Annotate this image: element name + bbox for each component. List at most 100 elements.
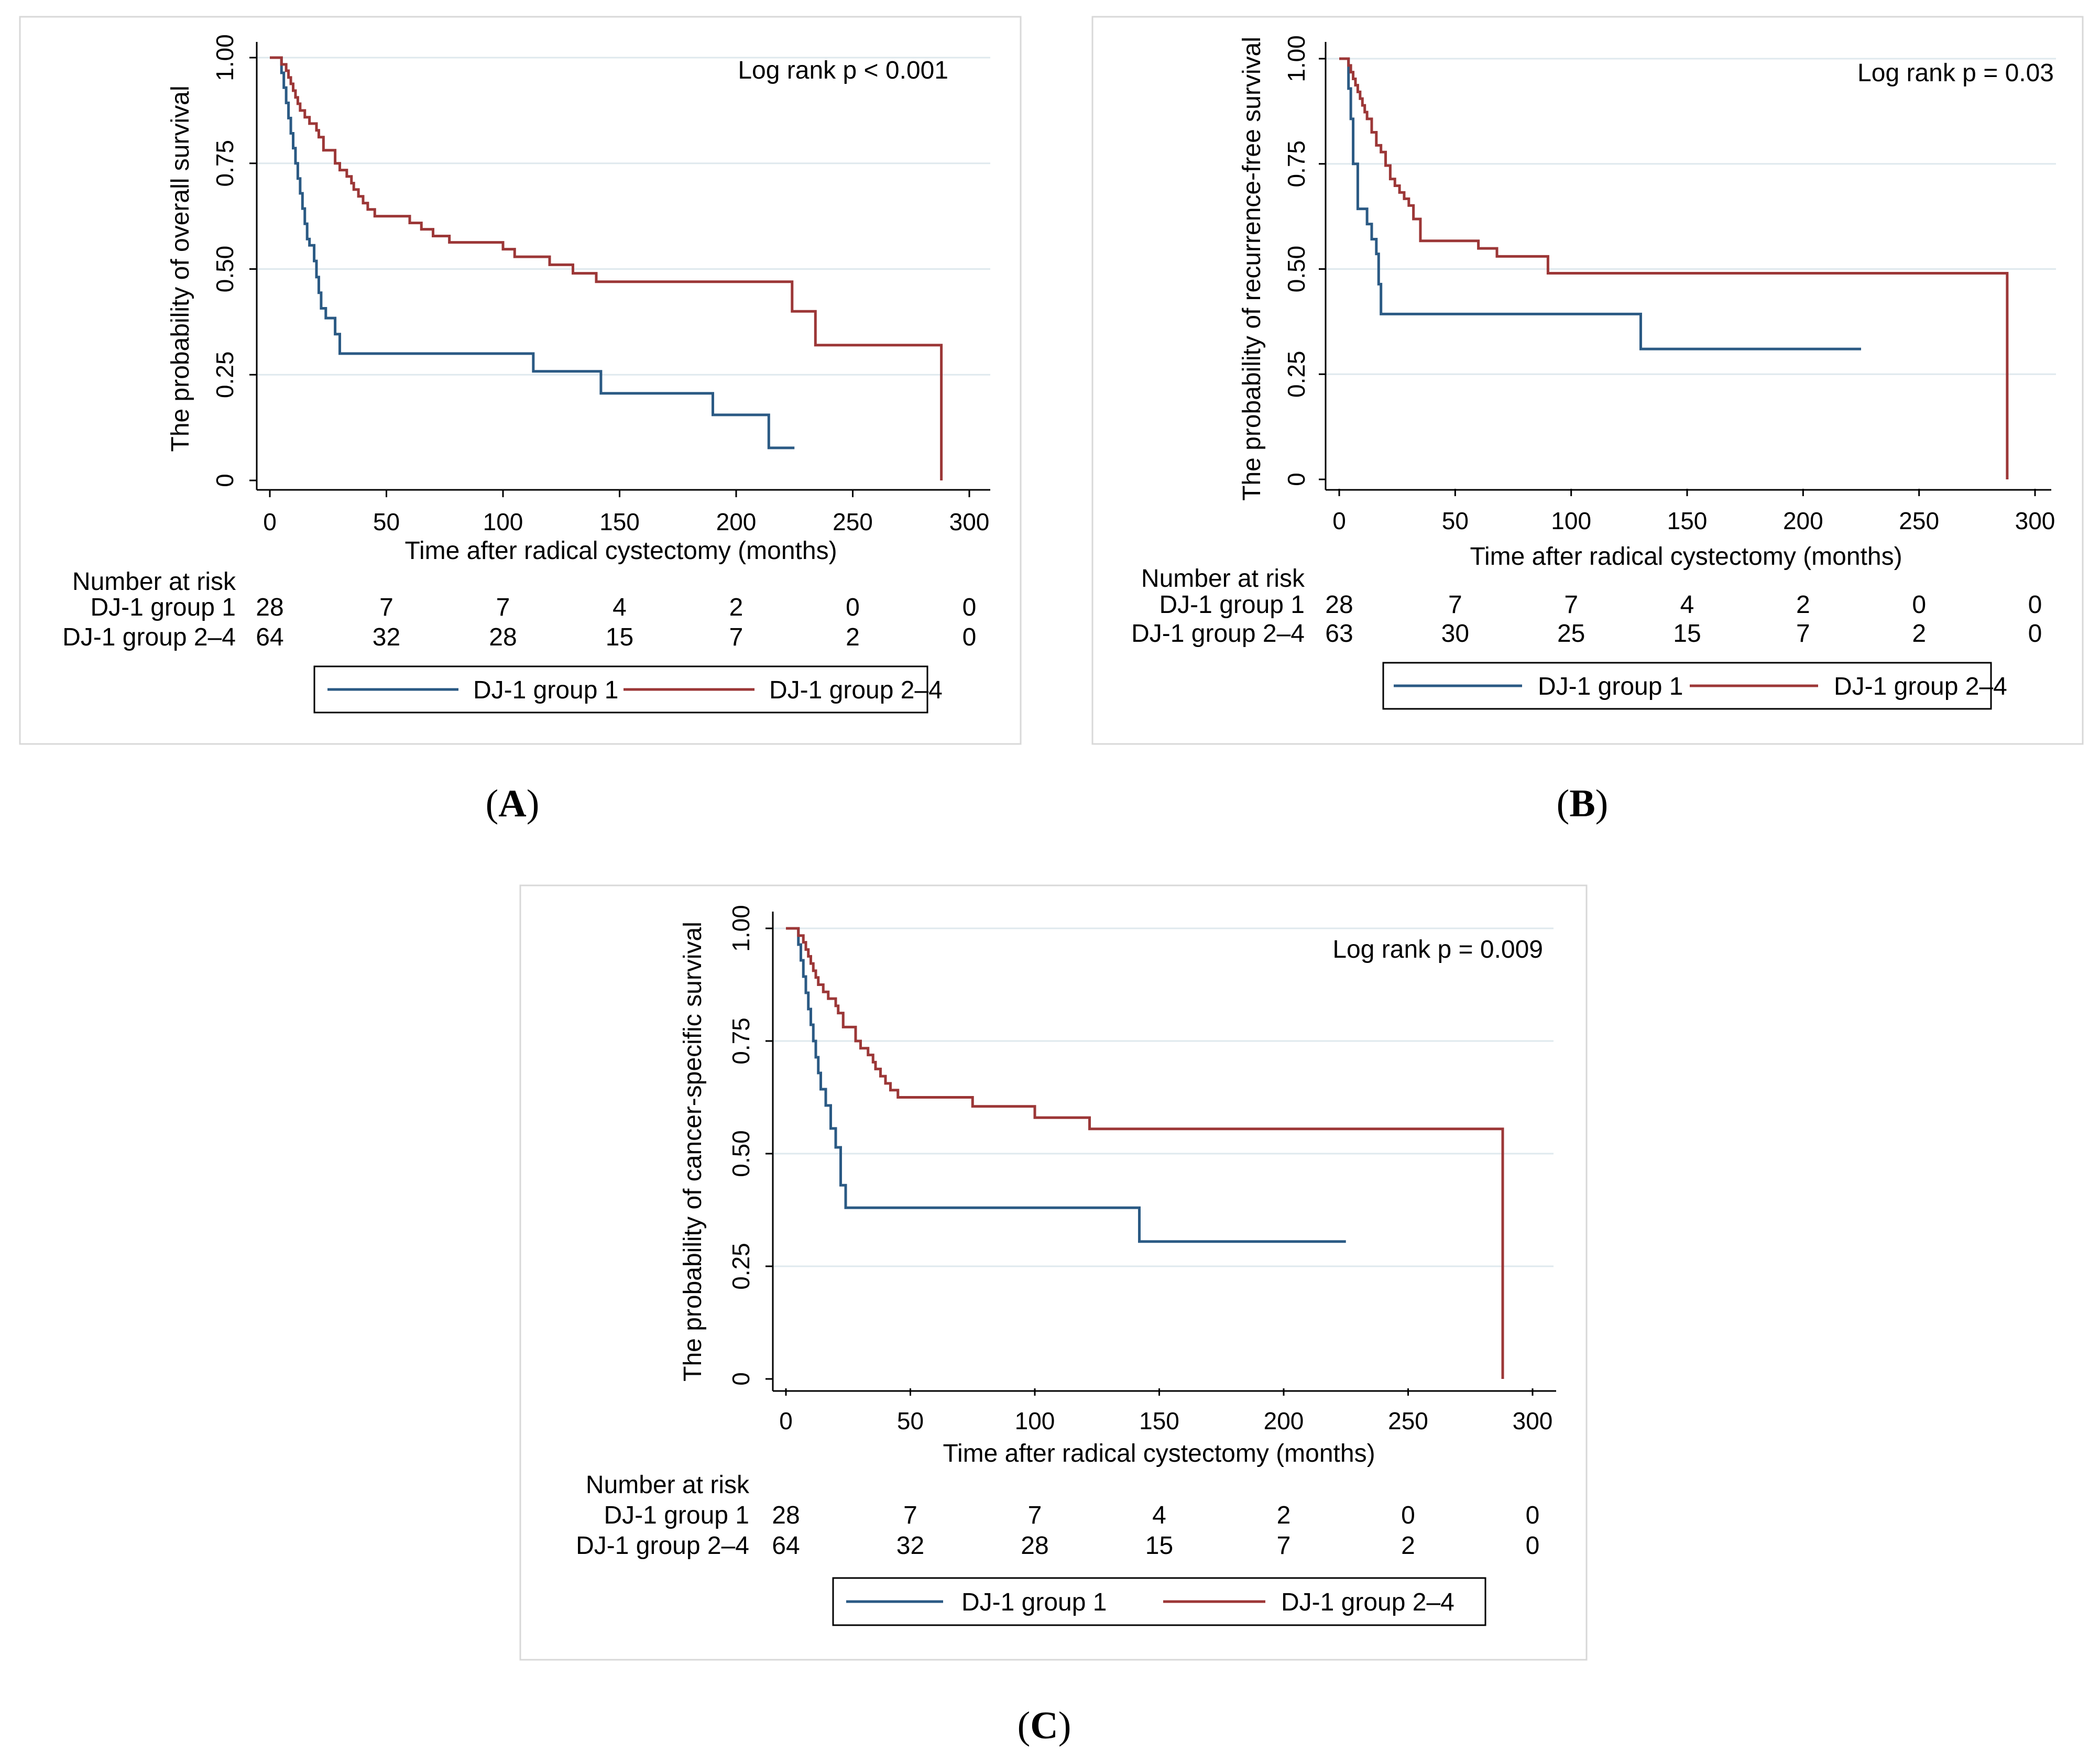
- survival-curve-group1: [786, 927, 1346, 1243]
- risk-count: 7: [1028, 1502, 1042, 1529]
- risk-count: 28: [256, 594, 283, 621]
- risk-count: 25: [1557, 620, 1585, 648]
- risk-count: 7: [1796, 620, 1810, 648]
- risk-count: 0: [962, 594, 977, 621]
- y-tick-label: 0.75: [1283, 140, 1310, 188]
- x-tick-label: 300: [949, 508, 990, 535]
- x-tick-label: 100: [1015, 1407, 1055, 1434]
- risk-count: 7: [1448, 591, 1462, 619]
- risk-count: 15: [1145, 1532, 1173, 1560]
- panel-b: 00.250.500.751.000 50 100 150 200 250 300 The …: [1091, 16, 2084, 825]
- x-tick-label: 200: [1783, 507, 1823, 534]
- risk-row-label: DJ-1 group 2–4: [62, 623, 236, 651]
- risk-count: 28: [1325, 591, 1353, 619]
- risk-table-title: Number at risk: [72, 568, 236, 596]
- legend-label-group24: DJ-1 group 2–4: [1281, 1588, 1454, 1616]
- risk-count: 32: [373, 623, 400, 651]
- y-tick-label: 0: [211, 474, 238, 487]
- panel-label-c: (C): [1018, 1704, 1071, 1747]
- x-axis-label: Time after radical cystectomy (months): [404, 537, 837, 565]
- risk-count: 63: [1325, 620, 1353, 648]
- x-tick-label: 250: [1388, 1407, 1428, 1434]
- risk-count: 7: [379, 594, 393, 621]
- survival-curve-group24: [270, 56, 943, 480]
- risk-count: 0: [1526, 1532, 1540, 1560]
- risk-count: 32: [896, 1532, 924, 1560]
- x-tick-label: 0: [263, 508, 277, 535]
- x-tick-label: 300: [1513, 1407, 1553, 1434]
- risk-count: 0: [1526, 1502, 1540, 1529]
- risk-count: 4: [1680, 591, 1694, 619]
- risk-count: 2: [1912, 620, 1926, 648]
- y-tick-label: 1.00: [211, 34, 238, 81]
- risk-count: 64: [256, 623, 283, 651]
- risk-count: 0: [1401, 1502, 1415, 1529]
- x-tick-label: 150: [599, 508, 640, 535]
- risk-count: 0: [846, 594, 860, 621]
- survival-curve-group1: [1339, 57, 1861, 350]
- legend-label-group1: DJ-1 group 1: [473, 676, 618, 704]
- risk-row-label: DJ-1 group 2–4: [1131, 620, 1305, 648]
- x-tick-label: 200: [1264, 1407, 1304, 1434]
- legend-label-group24: DJ-1 group 2–4: [769, 676, 943, 704]
- x-tick-label: 300: [2015, 507, 2055, 534]
- risk-count: 7: [729, 623, 743, 651]
- risk-count: 2: [729, 594, 743, 621]
- risk-count: 7: [903, 1502, 917, 1529]
- x-tick-label: 100: [1551, 507, 1591, 534]
- panel-c: 00.250.500.751.000 50 100 150 200 250 300 The …: [519, 884, 1588, 1747]
- x-axis-label: Time after radical cystectomy (months): [1470, 543, 1902, 571]
- risk-row-label: DJ-1 group 1: [1160, 591, 1305, 619]
- risk-count: 2: [1277, 1502, 1291, 1529]
- y-tick-label: 0.25: [727, 1243, 754, 1290]
- risk-count: 2: [1401, 1532, 1415, 1560]
- risk-count: 15: [606, 623, 633, 651]
- y-tick-label: 0.50: [727, 1130, 754, 1177]
- x-tick-label: 50: [897, 1407, 924, 1434]
- risk-count: 0: [2028, 591, 2042, 619]
- legend-label-group1: DJ-1 group 1: [961, 1588, 1107, 1616]
- risk-count: 7: [1277, 1532, 1291, 1560]
- panel-frame: [519, 884, 1588, 1661]
- panel-frame: [19, 16, 1022, 745]
- risk-count: 28: [489, 623, 517, 651]
- y-tick-label: 0: [1283, 473, 1310, 486]
- risk-table-title: Number at risk: [1141, 565, 1305, 593]
- y-tick-label: 0: [727, 1372, 754, 1386]
- x-tick-label: 0: [1332, 507, 1346, 534]
- log-rank-annotation: Log rank p = 0.009: [1332, 936, 1543, 963]
- y-tick-label: 0.50: [211, 246, 238, 293]
- risk-count: 7: [1564, 591, 1578, 619]
- risk-row-label: DJ-1 group 1: [91, 594, 236, 621]
- risk-count: 64: [772, 1532, 800, 1560]
- y-tick-label: 0.75: [727, 1017, 754, 1065]
- y-tick-label: 0.75: [211, 140, 238, 187]
- x-tick-label: 150: [1139, 1407, 1179, 1434]
- panel-label-b: (B): [1557, 782, 1609, 825]
- axes-lines: [1325, 42, 2051, 491]
- risk-row-label: DJ-1 group 2–4: [576, 1532, 749, 1560]
- risk-count: 2: [1796, 591, 1810, 619]
- y-tick-label: 1.00: [727, 905, 754, 952]
- axes-lines: [256, 42, 990, 491]
- x-tick-label: 0: [779, 1407, 793, 1434]
- y-axis-label: The probability of cancer-specific survi…: [679, 922, 707, 1382]
- risk-count: 28: [772, 1502, 800, 1529]
- risk-count: 0: [2028, 620, 2042, 648]
- x-tick-label: 50: [373, 508, 400, 535]
- x-tick-label: 150: [1667, 507, 1708, 534]
- x-axis-label: Time after radical cystectomy (months): [943, 1440, 1375, 1467]
- x-tick-label: 250: [833, 508, 873, 535]
- y-axis-label: The probability of overall survival: [167, 86, 194, 452]
- y-tick-label: 1.00: [1283, 35, 1310, 82]
- legend-label-group24: DJ-1 group 2–4: [1834, 673, 2007, 700]
- risk-count: 0: [1912, 591, 1926, 619]
- risk-count: 0: [962, 623, 977, 651]
- axes-lines: [772, 912, 1556, 1392]
- panel-label-a: (A): [486, 782, 540, 825]
- log-rank-annotation: Log rank p = 0.03: [1857, 59, 2054, 87]
- risk-table-title: Number at risk: [586, 1471, 750, 1499]
- x-tick-label: 50: [1442, 507, 1469, 534]
- x-tick-label: 250: [1899, 507, 1939, 534]
- risk-count: 30: [1441, 620, 1469, 648]
